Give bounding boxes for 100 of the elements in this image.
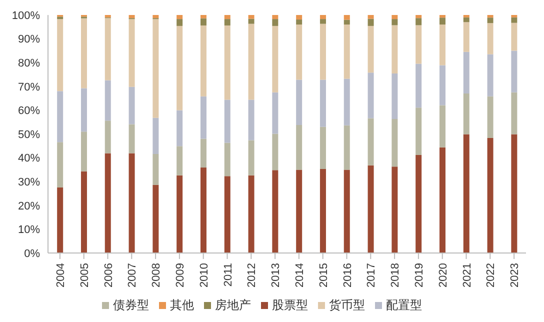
bar bbox=[511, 22, 518, 51]
legend-label: 房地产 bbox=[215, 298, 251, 312]
bar bbox=[320, 80, 326, 127]
bar bbox=[152, 15, 159, 18]
x-tick-label: 2021 bbox=[461, 263, 474, 288]
bar bbox=[320, 24, 326, 80]
bar bbox=[344, 20, 350, 25]
bar bbox=[200, 96, 206, 139]
x-tick-label: 2018 bbox=[390, 263, 402, 288]
y-tick-label: 10% bbox=[18, 224, 40, 236]
y-tick-label: 100% bbox=[12, 10, 40, 22]
bar bbox=[128, 86, 135, 124]
bar bbox=[511, 17, 518, 23]
bar bbox=[224, 19, 230, 26]
bar bbox=[392, 19, 398, 26]
bar bbox=[296, 15, 302, 20]
x-tick-label: 2014 bbox=[294, 263, 306, 288]
bar bbox=[487, 54, 494, 96]
bar bbox=[416, 154, 422, 253]
bar bbox=[176, 146, 183, 176]
bar bbox=[487, 138, 494, 253]
bar bbox=[344, 78, 350, 126]
bar bbox=[416, 15, 422, 18]
bar bbox=[128, 153, 135, 253]
bar bbox=[152, 19, 159, 118]
bar bbox=[272, 170, 278, 253]
bar bbox=[511, 134, 518, 253]
x-tick-label: 2017 bbox=[366, 263, 378, 288]
bar bbox=[224, 176, 230, 253]
bar bbox=[104, 153, 111, 253]
bar bbox=[200, 138, 206, 168]
bar bbox=[224, 142, 230, 176]
bar bbox=[368, 15, 374, 19]
x-tick-label: 2009 bbox=[174, 263, 186, 288]
bar bbox=[176, 110, 183, 146]
x-tick-label: 2005 bbox=[78, 263, 91, 288]
bar bbox=[57, 91, 64, 142]
x-tick-label: 2008 bbox=[150, 263, 163, 288]
bar bbox=[463, 52, 470, 94]
x-tick-label: 2010 bbox=[198, 263, 210, 288]
bar bbox=[296, 170, 302, 253]
bar bbox=[344, 125, 350, 170]
x-tick-label: 2016 bbox=[342, 263, 354, 288]
bar bbox=[487, 23, 494, 54]
bar bbox=[104, 18, 111, 80]
bar bbox=[272, 19, 278, 26]
bar bbox=[57, 16, 64, 20]
bar bbox=[80, 18, 87, 88]
bar bbox=[248, 100, 254, 140]
bar bbox=[272, 92, 278, 134]
bar bbox=[368, 18, 374, 26]
x-tick-label: 2011 bbox=[222, 263, 234, 287]
bar bbox=[80, 171, 87, 253]
bar bbox=[296, 20, 302, 25]
bar bbox=[320, 15, 326, 20]
bar bbox=[104, 120, 111, 154]
bar bbox=[416, 108, 422, 155]
y-tick-label: 20% bbox=[18, 200, 40, 212]
bar bbox=[439, 15, 446, 18]
bar bbox=[487, 15, 494, 18]
bar bbox=[248, 18, 254, 24]
bar bbox=[344, 170, 350, 253]
bar bbox=[176, 26, 183, 110]
x-tick-label: 2012 bbox=[246, 263, 258, 288]
bar bbox=[128, 15, 135, 18]
bar bbox=[248, 140, 254, 176]
bar bbox=[248, 15, 254, 19]
bar bbox=[296, 24, 302, 80]
x-tick-label: 2023 bbox=[509, 263, 522, 288]
bar bbox=[439, 24, 446, 66]
x-tick-label: 2019 bbox=[413, 263, 426, 288]
bar bbox=[392, 166, 398, 253]
bar bbox=[368, 26, 374, 73]
y-tick-label: 60% bbox=[18, 105, 40, 118]
bar bbox=[296, 80, 302, 125]
legend-label: 货币型 bbox=[329, 298, 365, 312]
bar bbox=[439, 105, 446, 148]
bar bbox=[344, 24, 350, 79]
bar bbox=[152, 154, 159, 185]
bar bbox=[296, 124, 302, 170]
bar bbox=[128, 19, 135, 87]
bar bbox=[248, 24, 254, 100]
legend-label: 其他 bbox=[170, 298, 194, 312]
bar bbox=[416, 64, 422, 108]
bar bbox=[152, 118, 159, 154]
bar bbox=[57, 188, 64, 253]
bar bbox=[392, 119, 398, 167]
bar bbox=[176, 19, 183, 26]
y-tick-label: 30% bbox=[18, 176, 40, 189]
bar bbox=[272, 15, 278, 20]
bar bbox=[368, 165, 374, 253]
x-tick-label: 2006 bbox=[102, 263, 115, 288]
bar bbox=[224, 15, 230, 20]
bar bbox=[487, 18, 494, 24]
bar bbox=[368, 72, 374, 118]
bar bbox=[392, 25, 398, 74]
bar bbox=[368, 118, 374, 166]
bar bbox=[80, 132, 87, 172]
bar bbox=[128, 124, 135, 154]
bar bbox=[392, 15, 398, 20]
